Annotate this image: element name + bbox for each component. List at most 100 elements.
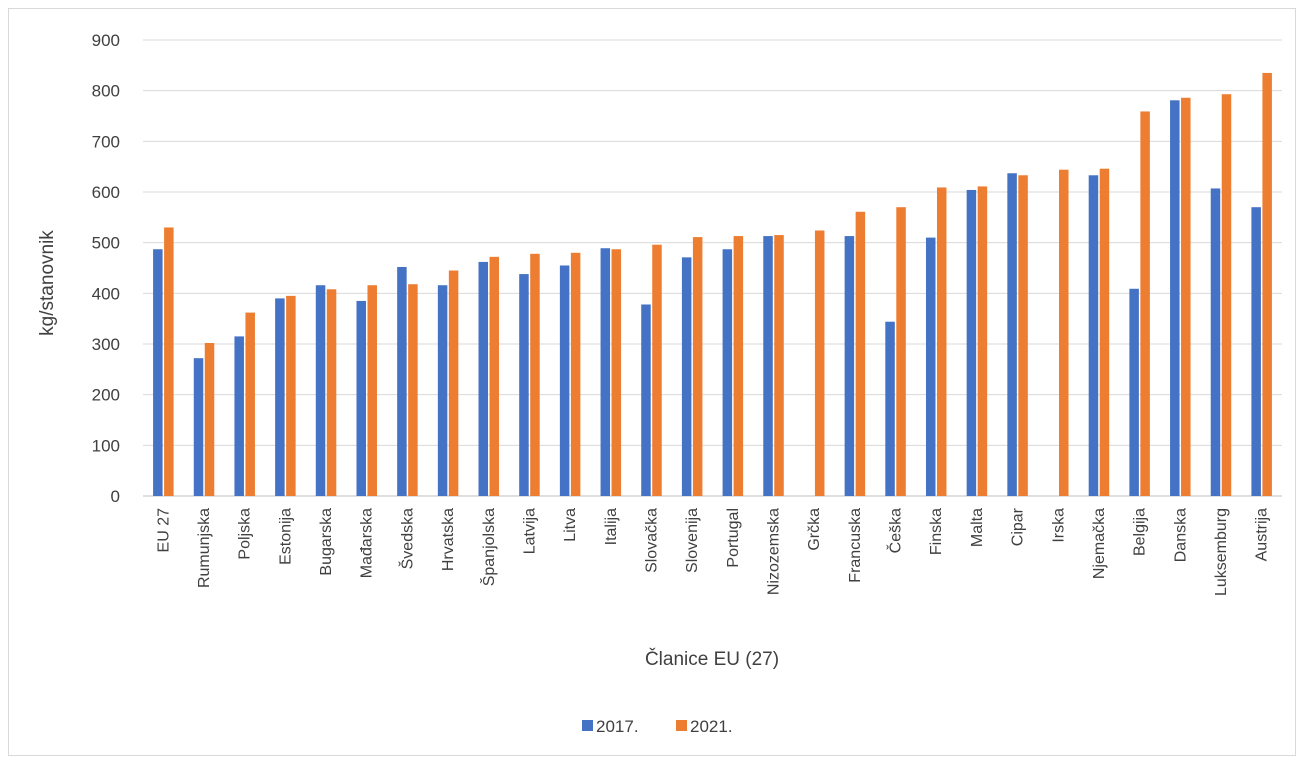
bar-2017 (966, 189, 977, 496)
x-tick-label: Finska (928, 508, 945, 555)
bar-2017 (153, 249, 163, 496)
x-tick-label: Poljska (237, 508, 254, 560)
x-tick-label: Slovenija (684, 508, 701, 573)
bar-2017 (600, 248, 611, 496)
chart-frame (8, 8, 1296, 756)
bar-2021 (530, 253, 540, 496)
bar-2017 (844, 236, 855, 496)
y-tick-label: 800 (92, 82, 120, 101)
bar-2021 (1018, 175, 1028, 496)
bar-2017 (641, 304, 651, 496)
bar-2017 (885, 321, 895, 496)
bar-2021 (448, 270, 459, 496)
x-tick-label: Estonija (277, 508, 294, 565)
x-tick-label: Austrija (1254, 508, 1271, 561)
x-tick-label: Francuska (847, 508, 864, 583)
x-tick-label: Švedska (397, 508, 416, 569)
bar-2021 (652, 244, 662, 496)
x-tick-label: Bugarska (318, 508, 335, 576)
x-axis-ticks: EU 27 Rumunjska Poljska Estonija Bugarska Mađ… (155, 507, 1270, 596)
bar-2021 (611, 249, 622, 496)
y-tick-label: 900 (92, 31, 120, 50)
y-tick-label: 100 (92, 436, 120, 455)
bar-2017 (437, 285, 448, 496)
legend: 2017. 2021. (582, 717, 733, 736)
x-tick-label: Nizozemska (766, 508, 783, 595)
y-axis-title: kg/stanovnik (37, 230, 58, 336)
bar-2021 (936, 187, 947, 496)
bar-2021 (1221, 94, 1232, 497)
bar-2017 (559, 265, 570, 496)
y-tick-label: 400 (92, 284, 120, 303)
y-tick-label: 500 (92, 234, 120, 253)
bar-2021 (1181, 97, 1191, 496)
bar-2017 (1007, 173, 1017, 496)
x-tick-label: Latvija (521, 508, 538, 554)
x-tick-label: Grčka (806, 508, 823, 551)
bar-2021 (1262, 72, 1272, 496)
bar-2017 (315, 285, 326, 496)
bar-2021 (570, 252, 581, 496)
bar-2021 (733, 236, 744, 496)
y-tick-label: 0 (111, 487, 120, 506)
y-tick-label: 600 (92, 183, 120, 202)
legend-label: 2017. (596, 717, 639, 736)
bar-2021 (814, 230, 825, 497)
x-tick-label: Danska (1172, 508, 1189, 562)
bar-2021 (855, 211, 866, 496)
x-tick-label: Njemačka (1091, 508, 1108, 579)
y-axis-ticks: 0 100 200 300 400 500 600 700 800 900 (92, 31, 120, 506)
bar-2021 (408, 284, 418, 496)
bar-2021 (286, 295, 296, 496)
x-tick-label: Cipar (1010, 507, 1027, 546)
x-tick-label: Irska (1050, 508, 1067, 543)
bar-2021 (204, 342, 215, 496)
y-tick-label: 200 (92, 386, 120, 405)
bar-2017 (681, 257, 692, 496)
x-axis-title: Članice EU (27) (645, 648, 779, 670)
x-tick-label: Španjolska (479, 508, 498, 586)
bar-2017 (722, 249, 733, 496)
y-tick-label: 700 (92, 132, 120, 151)
bar-2017 (1170, 100, 1180, 496)
bar-2021 (692, 237, 703, 497)
bar-2017 (925, 237, 936, 496)
bar-2021 (1099, 168, 1110, 496)
bar-2017 (1251, 207, 1261, 496)
bar-2017 (356, 300, 366, 496)
x-tick-label: Malta (969, 508, 986, 547)
bar-2017 (275, 298, 285, 496)
x-tick-label: Češka (886, 508, 905, 553)
x-tick-label: Italija (603, 508, 620, 545)
bar-2021 (1059, 169, 1069, 496)
bar-2021 (164, 227, 174, 496)
bar-2021 (977, 186, 988, 496)
bar-2021 (367, 285, 377, 496)
bars (153, 72, 1272, 497)
gridlines (143, 39, 1282, 497)
bar-2021 (245, 312, 255, 496)
x-tick-label: EU 27 (155, 508, 172, 553)
bar-2021 (326, 289, 337, 496)
legend-swatch (582, 720, 593, 731)
bar-2021 (896, 207, 906, 496)
x-tick-label: Slovačka (643, 508, 660, 573)
x-tick-label: Mađarska (359, 508, 376, 578)
legend-swatch (676, 720, 687, 731)
bar-2021 (489, 256, 500, 496)
bar-2017 (478, 261, 489, 496)
bar-2017 (1088, 175, 1099, 496)
x-tick-label: Portugal (725, 508, 742, 568)
x-tick-label: Rumunjska (196, 508, 213, 588)
bar-2021 (1140, 111, 1150, 496)
x-tick-label: Luksemburg (1213, 508, 1230, 596)
bar-2017 (1210, 188, 1221, 496)
x-tick-label: Belgija (1132, 508, 1149, 556)
x-tick-label: Litva (562, 508, 579, 542)
bar-2017 (193, 358, 204, 496)
bar-2017 (519, 274, 529, 496)
bar-2017 (397, 266, 407, 496)
bar-2021 (774, 235, 784, 497)
bar-2017 (763, 236, 773, 496)
